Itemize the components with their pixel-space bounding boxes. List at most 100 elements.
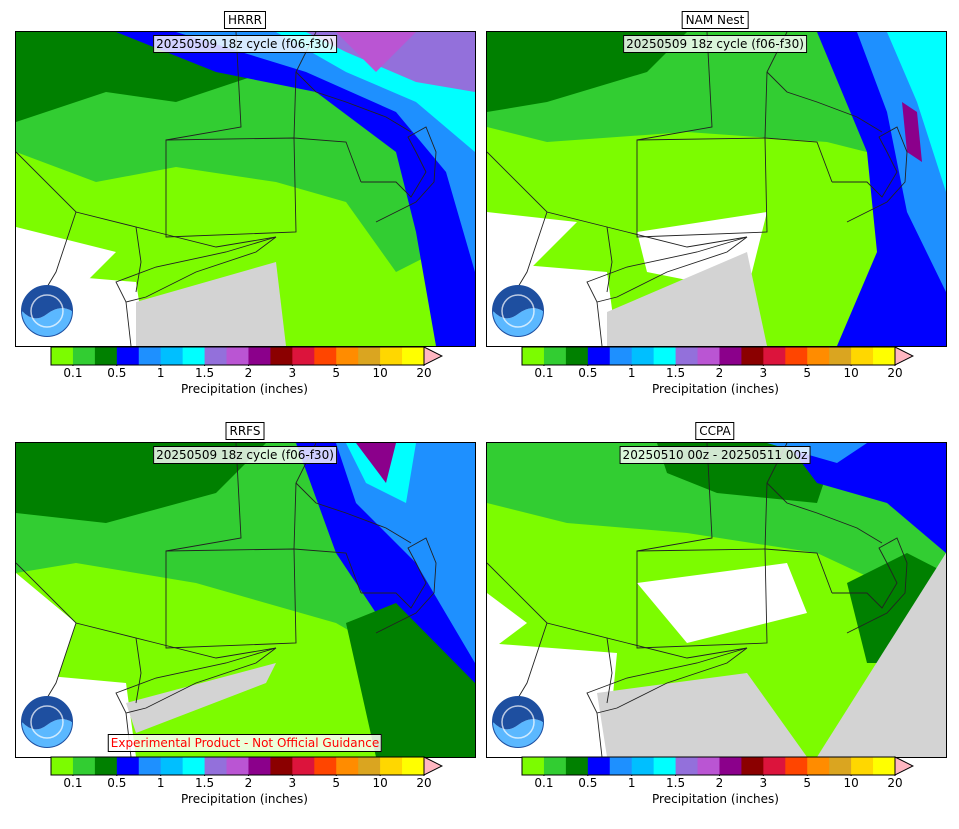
colorbar-tick-label: 1 bbox=[156, 366, 165, 380]
colorbar-swatch bbox=[94, 347, 118, 365]
colorbar-swatch bbox=[675, 347, 699, 365]
colorbar-swatch bbox=[609, 757, 633, 775]
colorbar-swatch bbox=[336, 347, 359, 365]
colorbar-swatch bbox=[402, 347, 425, 365]
colorbar-tick-label: 1 bbox=[627, 366, 636, 380]
colorbar-swatch bbox=[741, 757, 764, 775]
colorbar-tick-label: 3 bbox=[759, 366, 768, 380]
colorbar bbox=[521, 756, 914, 776]
colorbar-label: Precipitation (inches) bbox=[652, 792, 779, 806]
colorbar-swatch bbox=[631, 757, 655, 775]
colorbar-swatch bbox=[587, 347, 611, 365]
colorbar-tick-label: 0.1 bbox=[63, 776, 83, 790]
model-title: HRRR bbox=[223, 11, 267, 29]
colorbar-tick-label: 20 bbox=[887, 366, 903, 380]
cycle-label: 20250510 00z - 20250511 00z bbox=[619, 446, 811, 464]
colorbar-swatch bbox=[314, 347, 337, 365]
colorbar-swatch bbox=[609, 347, 633, 365]
colorbar-swatch bbox=[829, 757, 852, 775]
colorbar-swatch bbox=[522, 757, 545, 775]
colorbar-swatch bbox=[270, 347, 293, 365]
colorbar-tick-label: 1 bbox=[156, 776, 165, 790]
colorbar-swatch bbox=[51, 347, 74, 365]
colorbar-tick-label: 10 bbox=[372, 366, 388, 380]
model-title: RRFS bbox=[225, 422, 265, 440]
colorbar-swatch bbox=[873, 347, 896, 365]
colorbar-tick-label: 10 bbox=[843, 776, 859, 790]
colorbar bbox=[50, 346, 443, 366]
colorbar-tick-label: 0.5 bbox=[107, 366, 127, 380]
colorbar-extend-arrow bbox=[894, 346, 914, 366]
colorbar-swatch bbox=[358, 347, 381, 365]
colorbar-swatch bbox=[248, 347, 271, 365]
precip-map bbox=[15, 31, 476, 347]
cycle-label: 20250509 18z cycle (f06-f30) bbox=[153, 35, 337, 53]
colorbar-tick-label: 0.5 bbox=[578, 366, 598, 380]
colorbar-swatch bbox=[138, 757, 162, 775]
cycle-label: 20250509 18z cycle (f06-f30) bbox=[153, 446, 337, 464]
cycle-label: 20250509 18z cycle (f06-f30) bbox=[623, 35, 807, 53]
colorbar-swatch bbox=[697, 347, 720, 365]
colorbar-swatch bbox=[138, 347, 162, 365]
colorbar-swatch bbox=[72, 347, 96, 365]
precip-map bbox=[15, 442, 476, 758]
colorbar-tick-label: 20 bbox=[887, 776, 903, 790]
precip-map bbox=[486, 442, 947, 758]
colorbar-swatch bbox=[543, 347, 567, 365]
colorbar bbox=[521, 346, 914, 366]
noaa-logo-icon bbox=[491, 284, 545, 338]
colorbar-extend-arrow bbox=[894, 756, 914, 776]
colorbar-tick-label: 0.1 bbox=[534, 366, 554, 380]
colorbar-tick-label: 5 bbox=[332, 776, 341, 790]
colorbar-tick-label: 1.5 bbox=[195, 776, 215, 790]
colorbar-tick-label: 2 bbox=[244, 776, 253, 790]
colorbar-tick-label: 0.5 bbox=[107, 776, 127, 790]
colorbar-swatch bbox=[522, 347, 545, 365]
colorbar-swatch bbox=[182, 347, 206, 365]
noaa-logo-icon bbox=[491, 695, 545, 749]
colorbar-tick-label: 2 bbox=[244, 366, 253, 380]
colorbar-extend-arrow bbox=[423, 756, 443, 776]
model-title: NAM Nest bbox=[681, 11, 749, 29]
colorbar-swatch bbox=[94, 757, 118, 775]
colorbar-tick-label: 10 bbox=[843, 366, 859, 380]
colorbar-swatch bbox=[697, 757, 720, 775]
colorbar-label: Precipitation (inches) bbox=[181, 382, 308, 396]
colorbar-label: Precipitation (inches) bbox=[652, 382, 779, 396]
colorbar-label: Precipitation (inches) bbox=[181, 792, 308, 806]
colorbar-swatch bbox=[719, 347, 742, 365]
colorbar-swatch bbox=[380, 757, 403, 775]
colorbar-swatch bbox=[763, 347, 786, 365]
noaa-logo-icon bbox=[20, 284, 74, 338]
colorbar-swatch bbox=[719, 757, 742, 775]
noaa-logo-icon bbox=[20, 695, 74, 749]
colorbar-swatch bbox=[851, 757, 874, 775]
colorbar-swatch bbox=[292, 347, 315, 365]
colorbar-swatch bbox=[160, 347, 184, 365]
colorbar-swatch bbox=[116, 347, 140, 365]
colorbar-tick-label: 1 bbox=[627, 776, 636, 790]
colorbar-swatch bbox=[785, 757, 808, 775]
colorbar-swatch bbox=[204, 347, 228, 365]
colorbar-swatch bbox=[336, 757, 359, 775]
colorbar-swatch bbox=[807, 757, 830, 775]
colorbar-tick-label: 5 bbox=[803, 366, 812, 380]
colorbar-tick-label: 1.5 bbox=[666, 366, 686, 380]
colorbar-tick-label: 0.1 bbox=[534, 776, 554, 790]
colorbar-swatch bbox=[565, 347, 589, 365]
colorbar-extend-arrow bbox=[423, 346, 443, 366]
colorbar-swatch bbox=[543, 757, 567, 775]
colorbar-swatch bbox=[160, 757, 184, 775]
colorbar-swatch bbox=[565, 757, 589, 775]
colorbar-swatch bbox=[292, 757, 315, 775]
colorbar-swatch bbox=[587, 757, 611, 775]
colorbar-swatch bbox=[270, 757, 293, 775]
colorbar-swatch bbox=[785, 347, 808, 365]
colorbar-swatch bbox=[741, 347, 764, 365]
colorbar-swatch bbox=[653, 347, 677, 365]
precip-map bbox=[486, 31, 947, 347]
colorbar-tick-label: 3 bbox=[759, 776, 768, 790]
colorbar-tick-label: 10 bbox=[372, 776, 388, 790]
colorbar-tick-label: 3 bbox=[288, 776, 297, 790]
colorbar-swatch bbox=[402, 757, 425, 775]
